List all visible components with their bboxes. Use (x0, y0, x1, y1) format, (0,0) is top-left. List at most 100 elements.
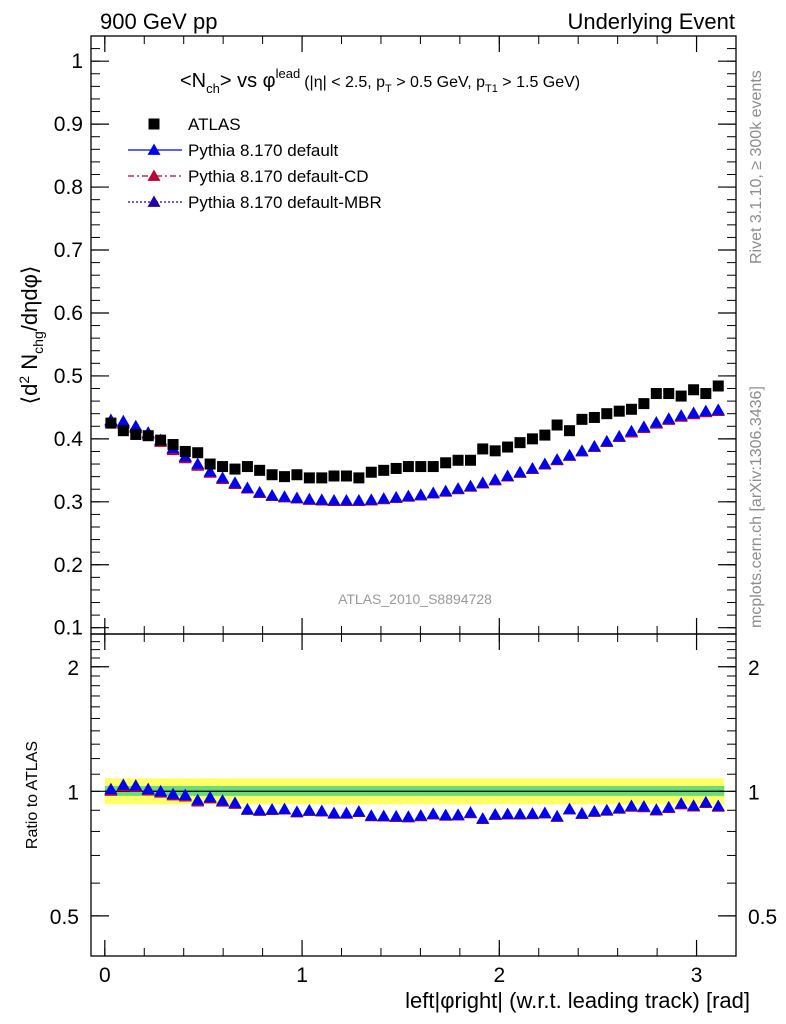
x-tick-label: 3 (691, 964, 703, 987)
ratio-point (216, 794, 230, 806)
data-point (675, 390, 687, 402)
data-point (601, 408, 613, 420)
x-tick-label: 2 (493, 964, 505, 987)
data-point (240, 481, 254, 493)
data-point (365, 466, 377, 478)
y-tick-label: 0.1 (54, 617, 83, 640)
ylabel-p1: ⟨d (17, 384, 42, 405)
legend-label: Pythia 8.170 default-CD (188, 167, 369, 186)
x-axis-label: left|φright| (w.r.t. leading track) [rad… (405, 988, 750, 1013)
legend-marker (147, 169, 161, 181)
ratio-point (240, 802, 254, 815)
rivet-version-label: Rivet 3.1.10, ≥ 300k events (748, 70, 765, 264)
ratio-axis-ticks: 0.5 0.5 1 1 2 2 0 1 2 3 (50, 634, 777, 987)
data-point (440, 457, 452, 469)
data-point (217, 461, 229, 473)
data-point (613, 405, 625, 417)
data-point (378, 464, 390, 476)
data-point (550, 453, 564, 465)
ratio-point (587, 804, 601, 817)
y-tick-label: 0.6 (54, 302, 83, 325)
data-point (401, 489, 415, 502)
ratio-point (339, 806, 353, 819)
data-point (687, 406, 701, 418)
data-point (477, 443, 489, 455)
data-point (427, 461, 439, 473)
data-point (564, 425, 576, 437)
data-point (526, 433, 538, 445)
data-point (316, 472, 328, 484)
ylabel-sup: 2 (16, 376, 32, 384)
ratio-point (550, 809, 564, 822)
ratio-point (377, 809, 391, 821)
data-point (502, 441, 514, 453)
data-point (353, 472, 365, 484)
data-point (587, 439, 601, 452)
ylabel-p3: /dηdφ⟩ (17, 266, 42, 332)
ratio-point (674, 797, 688, 809)
data-point (130, 428, 142, 440)
data-point (241, 461, 253, 473)
y-tick-label: 0.3 (54, 491, 83, 514)
data-point (662, 412, 676, 424)
legend-label: ATLAS (188, 115, 241, 134)
ratio-point (166, 787, 180, 799)
ratio-point (525, 807, 539, 819)
data-point (191, 457, 205, 469)
data-point (464, 479, 478, 491)
legend-marker (147, 143, 161, 155)
data-point (129, 419, 143, 432)
ratio-y-axis-label: Ratio to ATLAS (24, 741, 41, 849)
legend: ATLAS Pythia 8.170 default Pythia 8.170 de… (128, 115, 382, 212)
ratio-point (352, 805, 366, 817)
data-point (254, 464, 266, 476)
ratio-point (513, 807, 527, 820)
data-point (575, 444, 589, 456)
ratio-point (662, 800, 676, 813)
ratio-point (649, 803, 663, 815)
analysis-label: ATLAS_2010_S8894728 (338, 591, 492, 607)
data-point (105, 417, 117, 429)
legend-entry: ATLAS (148, 115, 241, 134)
header-right: Underlying Event (567, 9, 735, 34)
data-point (588, 411, 600, 423)
data-point (192, 447, 204, 459)
ratio-point (426, 807, 440, 819)
data-point (204, 458, 216, 470)
data-point (402, 461, 414, 473)
ratio-point (302, 803, 316, 816)
main-series-layer (104, 380, 725, 507)
ratio-point (141, 782, 155, 795)
data-point (203, 465, 217, 477)
data-point (625, 403, 637, 415)
legend-marker (147, 195, 161, 207)
data-point (278, 490, 291, 502)
ratio-y-tick-label: 2 (67, 657, 79, 680)
title-cut3: > 1.5 GeV) (498, 74, 580, 91)
ratio-point (116, 778, 130, 790)
legend-label: Pythia 8.170 default-MBR (188, 193, 382, 212)
ratio-series-pythia-8-170-default (104, 778, 725, 824)
ratio-y-tick-label-right: 0.5 (748, 906, 777, 929)
ratio-point (389, 809, 403, 822)
data-point (352, 494, 366, 506)
data-point (291, 469, 303, 481)
data-point (155, 434, 167, 446)
ratio-uncertainty-bands (104, 778, 725, 805)
data-point (513, 465, 527, 478)
ratio-point (315, 804, 329, 816)
ratio-point (104, 782, 118, 795)
ratio-point (501, 807, 515, 819)
data-point (649, 415, 663, 428)
data-point (674, 409, 688, 421)
data-point (465, 454, 477, 466)
ratio-point (265, 803, 279, 815)
data-point (364, 493, 378, 505)
ratio-point (687, 799, 701, 811)
ratio-point (414, 809, 428, 821)
data-point (637, 420, 651, 432)
data-point (389, 490, 403, 503)
legend-entry: Pythia 8.170 default-MBR (128, 193, 382, 212)
data-point (266, 469, 278, 481)
data-point (700, 388, 712, 400)
